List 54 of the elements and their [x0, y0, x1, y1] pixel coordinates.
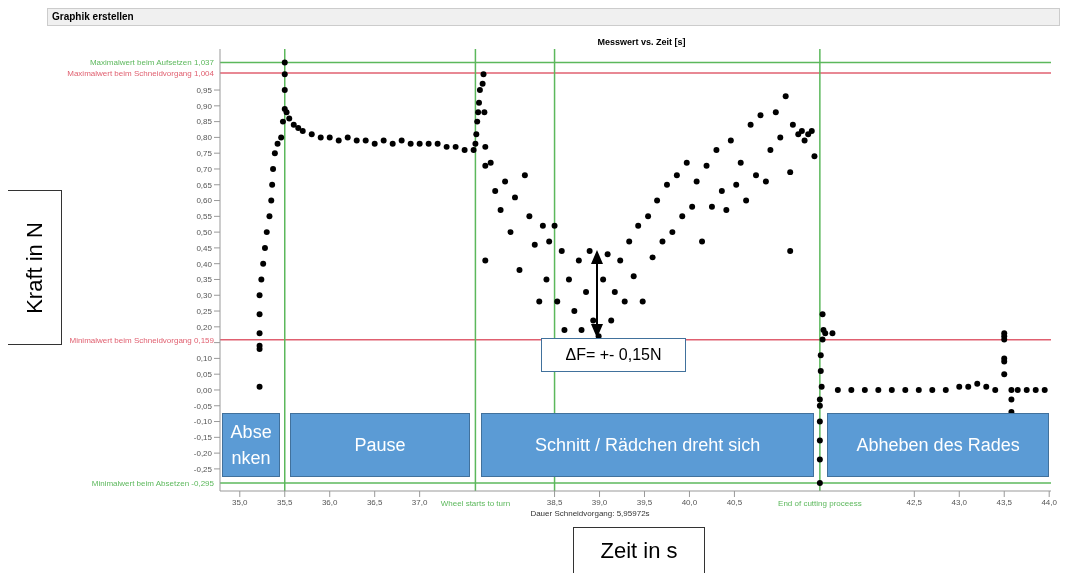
- ref-line-label: Minimalwert beim Absetzen -0,295: [91, 478, 215, 488]
- ref-line-label: Maximalwert beim Aufsetzen 1,037: [89, 58, 215, 68]
- y-tick-label: 0,85: [196, 117, 213, 127]
- x-tick-label: 35,5: [276, 497, 294, 507]
- y-tick-label: -0,05: [193, 401, 213, 411]
- y-tick-label: 0,40: [196, 259, 213, 269]
- y-tick-label: 0,70: [196, 164, 213, 174]
- y-tick-label: -0,20: [193, 448, 213, 458]
- x-tick-label: 39,5: [636, 497, 653, 507]
- y-tick-label: 0,75: [196, 149, 213, 159]
- y-tick-label: 0,20: [196, 322, 213, 332]
- y-tick-label: -0,25: [193, 464, 213, 474]
- y-tick-label: 0,80: [196, 133, 213, 143]
- y-tick-label: -0,15: [193, 433, 213, 443]
- y-tick-label: 0,65: [196, 180, 213, 190]
- y-tick-label: 0,00: [196, 385, 213, 395]
- text-box: Abheben des Rades: [827, 413, 1050, 477]
- x-tick-label: 36,5: [366, 497, 384, 507]
- y-tick-label: 0,35: [196, 275, 213, 285]
- y-tick-label: 0,10: [196, 354, 213, 364]
- y-tick-label: -0,10: [193, 417, 213, 427]
- y-tick-label: 0,95: [196, 85, 213, 95]
- y-tick-label: 0,30: [196, 291, 213, 301]
- x-tick-label: 39,0: [591, 497, 608, 507]
- annotation: ΔF= +- 0,15N: [541, 338, 686, 372]
- x-tick-label: 43,0: [951, 497, 968, 507]
- x-tick-label: 44,0: [1041, 497, 1058, 507]
- text-box: Absenken: [222, 413, 281, 477]
- y-tick-label: 0,25: [196, 306, 213, 316]
- ref-line-label: End of cutting proceess: [778, 498, 862, 508]
- y-tick-label: 0,05: [196, 370, 213, 380]
- x-tick-label: 40,0: [681, 497, 698, 507]
- x-tick-label: 42,5: [906, 497, 923, 507]
- x-tick-label: 40,5: [726, 497, 743, 507]
- ref-line-label: Maximalwert beim Schneidvorgang 1,004: [67, 68, 215, 78]
- text: Dauer Schneidvorgang: 5,95972s: [529, 509, 651, 518]
- y-tick-label: 0,55: [196, 212, 213, 222]
- x-tick-label: 38,5: [546, 497, 563, 507]
- y-tick-label: 0,60: [196, 196, 213, 206]
- x-tick-label: 37,0: [411, 497, 428, 507]
- x-tick-label: 43,5: [996, 497, 1013, 507]
- text-box: Schnitt / Rädchen dreht sich: [480, 413, 815, 477]
- text: Graphik erstellen: [47, 8, 1060, 26]
- x-tick-label: 35,0: [232, 497, 249, 507]
- ref-line-label: Minimalwert beim Schneidvorgang 0,159: [69, 335, 215, 345]
- text: Kraft in N: [21, 221, 48, 314]
- y-tick-label: 0,45: [196, 243, 213, 253]
- y-tick-label: 0,50: [196, 227, 213, 237]
- x-tick-label: 36,0: [321, 497, 339, 507]
- x-axis-title: Zeit in s: [573, 527, 705, 573]
- text-box: Pause: [290, 413, 470, 477]
- chart-title: Messwert vs. Zeit [s]: [596, 37, 687, 47]
- ref-line-label: Wheel starts to turn: [440, 498, 511, 508]
- y-tick-label: 0,90: [196, 101, 213, 111]
